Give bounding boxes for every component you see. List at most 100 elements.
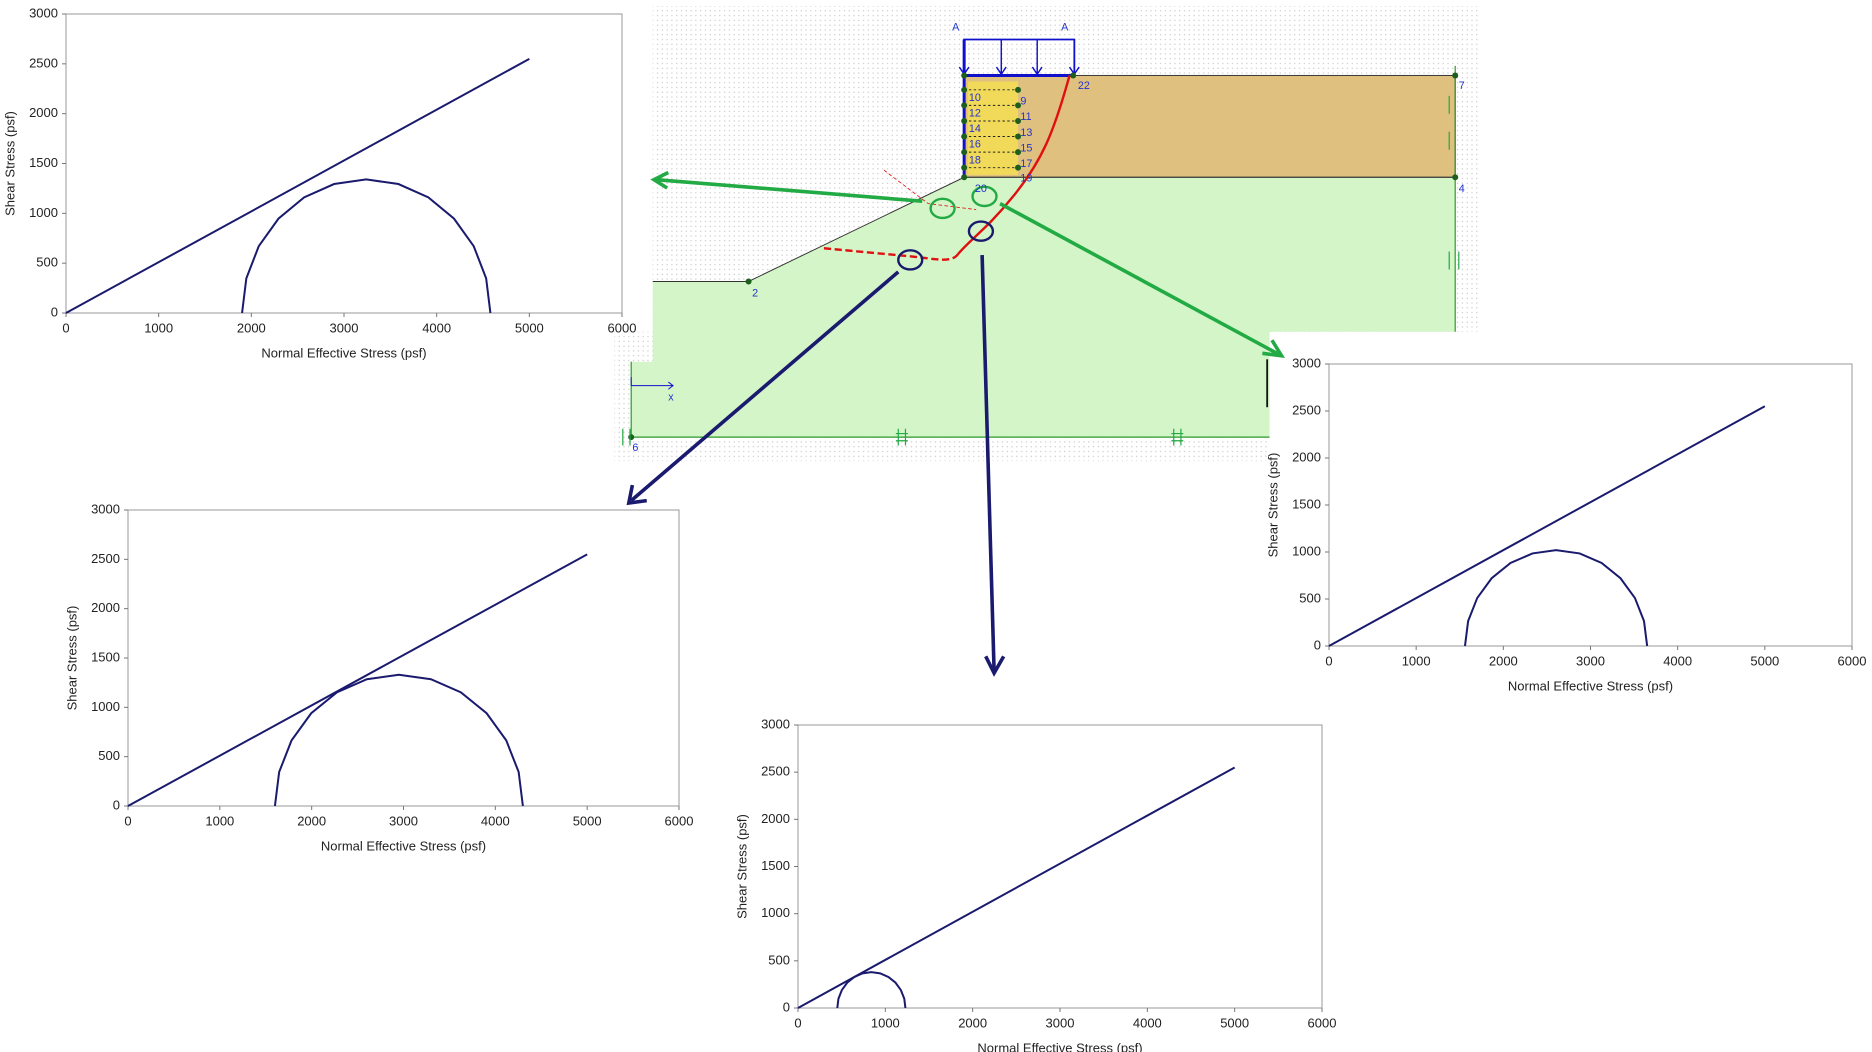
- x-tick-label: 6000: [608, 320, 637, 335]
- series-line: [241, 178, 492, 314]
- x-tick-label: 3000: [389, 813, 418, 828]
- node-label: 19: [1020, 172, 1032, 184]
- x-tick-label: 1000: [1402, 653, 1431, 668]
- node-label: 16: [969, 139, 981, 151]
- x-tick-label: 2000: [958, 1015, 987, 1030]
- y-tick-label: 500: [98, 748, 120, 763]
- node-label: A: [952, 21, 960, 33]
- node-label: 12: [969, 108, 981, 120]
- location-marker: [929, 197, 956, 220]
- x-tick-label: 3000: [1046, 1015, 1075, 1030]
- x-tick-label: 2000: [297, 813, 326, 828]
- x-tick-label: 6000: [1308, 1015, 1337, 1030]
- series-line: [273, 673, 524, 807]
- anchor-lines: [964, 89, 1019, 169]
- y-tick-label: 1500: [29, 155, 58, 170]
- y-tick-label: 1000: [91, 699, 120, 714]
- y-tick-label: 1000: [1292, 543, 1321, 558]
- node-label: 6: [632, 442, 638, 454]
- y-axis-label: Shear Stress (psf): [734, 814, 749, 919]
- x-tick-label: 4000: [1663, 653, 1692, 668]
- x-tick-label: 5000: [1750, 653, 1779, 668]
- fixity: [622, 95, 1460, 446]
- x-tick-label: 2000: [1489, 653, 1518, 668]
- x-tick-label: 0: [62, 320, 69, 335]
- location-marker: [971, 185, 998, 208]
- chart: 0 500 1000 1500 2000 2500 3000 0 1000 2000 3000 400…: [64, 501, 693, 853]
- node-label: 20: [975, 183, 987, 195]
- y-tick-label: 1500: [761, 858, 790, 873]
- x-tick-label: 5000: [573, 813, 602, 828]
- x-tick-label: 1000: [871, 1015, 900, 1030]
- y-tick-label: 3000: [1292, 355, 1321, 370]
- y-tick-label: 0: [113, 797, 120, 812]
- y-tick-label: 0: [783, 999, 790, 1014]
- y-axis-label: Shear Stress (psf): [64, 606, 79, 711]
- node-label: 14: [969, 123, 981, 135]
- y-tick-label: 1000: [29, 205, 58, 220]
- node-label: 10: [969, 92, 981, 104]
- chart: 0 500 1000 1500 2000 2500 3000 0 1000 2000 3000 400…: [2, 5, 636, 360]
- x-tick-label: 5000: [515, 320, 544, 335]
- y-tick-label: 500: [768, 952, 790, 967]
- y-tick-label: 2000: [761, 811, 790, 826]
- x-tick-label: 6000: [665, 813, 694, 828]
- series-line: [797, 766, 1236, 1009]
- y-tick-label: 1500: [1292, 496, 1321, 511]
- chart: 0 500 1000 1500 2000 2500 3000 0 1000 2000 3000 400…: [734, 716, 1336, 1052]
- arrows: [626, 170, 1286, 677]
- series-line: [836, 971, 907, 1009]
- x-axis-label: Normal Effective Stress (psf): [321, 838, 486, 853]
- location-marker: [967, 220, 995, 242]
- node-label: 2: [752, 287, 758, 299]
- node-label: 18: [969, 154, 981, 166]
- node-label: 15: [1020, 142, 1032, 154]
- location-marker: [897, 249, 924, 271]
- x-tick-label: 6000: [1838, 653, 1867, 668]
- y-tick-label: 2000: [1292, 449, 1321, 464]
- y-tick-label: 0: [1314, 637, 1321, 652]
- y-tick-label: 2500: [1292, 402, 1321, 417]
- y-tick-label: 3000: [91, 501, 120, 516]
- y-tick-label: 3000: [29, 5, 58, 20]
- chart: 0 500 1000 1500 2000 2500 3000 0 1000 2000 3000 400…: [1265, 355, 1866, 693]
- x-axis-label: Normal Effective Stress (psf): [1508, 678, 1673, 693]
- ground-line: [652, 176, 1456, 282]
- nodes: [628, 72, 1459, 441]
- y-tick-label: 0: [51, 304, 58, 319]
- y-tick-label: 2000: [29, 105, 58, 120]
- node-label: 22: [1078, 80, 1090, 92]
- y-tick-label: 1000: [761, 905, 790, 920]
- series-line: [1463, 549, 1649, 647]
- node-label: 9: [1020, 96, 1026, 108]
- y-tick-label: 2500: [761, 764, 790, 779]
- series-line: [65, 57, 530, 314]
- x-tick-label: 1000: [205, 813, 234, 828]
- x-tick-label: 5000: [1220, 1015, 1249, 1030]
- x-tick-label: 0: [794, 1015, 801, 1030]
- node-label: 11: [1020, 111, 1031, 123]
- y-tick-label: 3000: [761, 716, 790, 731]
- x-axis-label: Normal Effective Stress (psf): [977, 1040, 1142, 1052]
- node-label: A: [1061, 21, 1069, 33]
- x-tick-label: 4000: [481, 813, 510, 828]
- series-line: [127, 553, 588, 807]
- soil-lower: [631, 177, 1456, 438]
- node-label: x: [668, 391, 674, 403]
- x-tick-label: 0: [1325, 653, 1332, 668]
- x-tick-label: 0: [124, 813, 131, 828]
- x-tick-label: 2000: [237, 320, 266, 335]
- node-label: 17: [1020, 158, 1032, 170]
- anchors: [967, 81, 1019, 175]
- x-tick-label: 1000: [144, 320, 173, 335]
- node-label: 13: [1020, 127, 1032, 139]
- x-tick-label: 3000: [330, 320, 359, 335]
- axis-icon: [630, 377, 674, 390]
- y-tick-label: 2500: [91, 551, 120, 566]
- y-tick-label: 1500: [91, 649, 120, 664]
